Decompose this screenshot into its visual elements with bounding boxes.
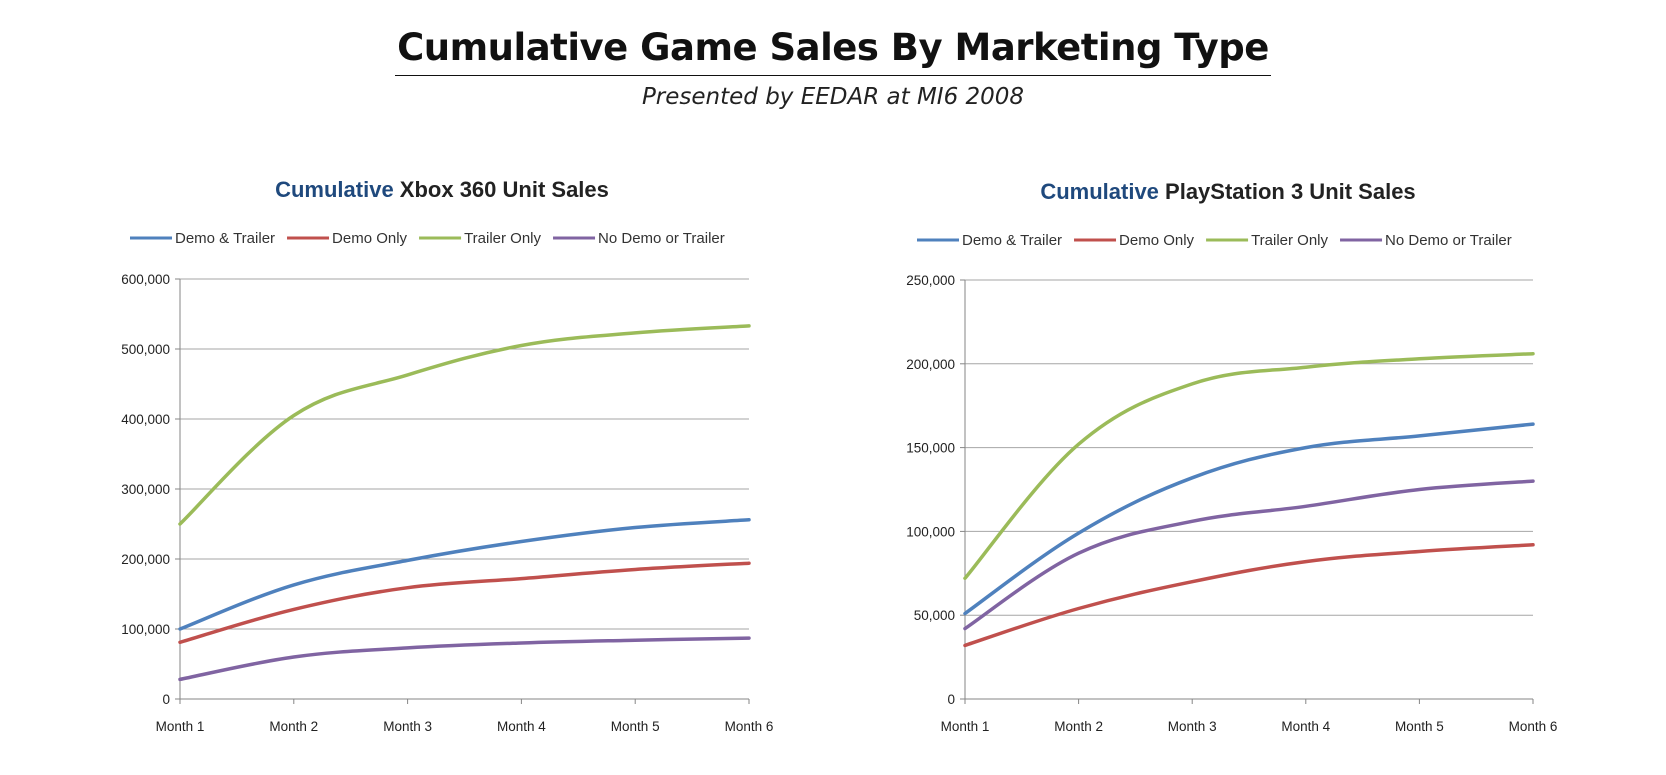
page-subtitle: Presented by EEDAR at MI6 2008 [641, 84, 1025, 110]
xbox-y-tick-label: 0 [162, 692, 170, 707]
xbox-legend-label-no-demo-or-trailer: No Demo or Trailer [598, 230, 725, 247]
ps3-y-tick-label: 200,000 [906, 357, 955, 372]
xbox-x-tick-label: Month 6 [725, 719, 774, 734]
xbox-y-tick-label: 200,000 [121, 552, 170, 567]
ps3-x-tick-label: Month 6 [1509, 719, 1558, 734]
xbox-chart-title-rest: Xbox 360 Unit Sales [394, 177, 609, 202]
ps3-legend-label-demo-only: Demo Only [1119, 232, 1195, 249]
xbox-y-tick-label: 100,000 [121, 622, 170, 637]
ps3-series-line-demo-only [963, 543, 1535, 648]
ps3-x-tick-label: Month 2 [1054, 719, 1103, 734]
xbox-legend-label-trailer-only: Trailer Only [464, 230, 541, 247]
ps3-legend-label-demo-and-trailer: Demo & Trailer [962, 232, 1062, 249]
ps3-chart-title: Cumulative PlayStation 3 Unit Sales [1040, 179, 1415, 204]
ps3-y-tick-label: 100,000 [906, 524, 955, 539]
ps3-x-tick-label: Month 4 [1281, 719, 1330, 734]
ps3-y-tick-label: 250,000 [906, 273, 955, 288]
xbox-y-tick-label: 400,000 [121, 412, 170, 427]
xbox-x-tick-label: Month 3 [383, 719, 432, 734]
xbox-x-tick-label: Month 2 [269, 719, 318, 734]
xbox-y-tick-label: 500,000 [121, 342, 170, 357]
ps3-y-tick-label: 0 [947, 692, 955, 707]
xbox-legend-label-demo-and-trailer: Demo & Trailer [175, 230, 275, 247]
page-title: Cumulative Game Sales By Marketing Type [395, 26, 1271, 76]
ps3-series-line-demo-and-trailer [963, 422, 1535, 616]
ps3-sales-chart: Cumulative PlayStation 3 Unit Sales Demo … [906, 179, 1558, 734]
ps3-chart-title-prefix: Cumulative [1040, 179, 1159, 204]
xbox-x-tick-label: Month 1 [156, 719, 205, 734]
xbox-legend-label-demo-only: Demo Only [332, 230, 408, 247]
xbox360-sales-chart: Cumulative Xbox 360 Unit Sales Demo & Tra… [121, 177, 774, 734]
ps3-legend: Demo & Trailer Demo Only Trailer Only No De… [917, 232, 1512, 249]
xbox-series-line-trailer-only [178, 324, 751, 526]
ps3-legend-label-no-demo-or-trailer: No Demo or Trailer [1385, 232, 1512, 249]
xbox-legend: Demo & Trailer Demo Only Trailer Only No De… [130, 230, 725, 247]
xbox-x-tick-label: Month 4 [497, 719, 546, 734]
ps3-legend-label-trailer-only: Trailer Only [1251, 232, 1328, 249]
ps3-y-tick-label: 150,000 [906, 441, 955, 456]
xbox-chart-title-prefix: Cumulative [275, 177, 394, 202]
xbox-y-tick-label: 600,000 [121, 272, 170, 287]
ps3-x-tick-label: Month 5 [1395, 719, 1444, 734]
ps3-chart-title-rest: PlayStation 3 Unit Sales [1159, 179, 1416, 204]
ps3-series-line-no-demo-or-trailer [963, 479, 1535, 631]
ps3-series-line-trailer-only [963, 351, 1535, 581]
xbox-series-line-demo-and-trailer [178, 518, 751, 631]
xbox-chart-title: Cumulative Xbox 360 Unit Sales [275, 177, 609, 202]
ps3-x-tick-label: Month 3 [1168, 719, 1217, 734]
page-header: Cumulative Game Sales By Marketing Type … [0, 0, 1666, 110]
ps3-x-tick-label: Month 1 [941, 719, 990, 734]
xbox-x-tick-label: Month 5 [611, 719, 660, 734]
ps3-y-tick-label: 50,000 [914, 608, 955, 623]
xbox-series-line-demo-only [178, 561, 751, 645]
xbox-y-tick-label: 300,000 [121, 482, 170, 497]
xbox-series-line-no-demo-or-trailer [178, 636, 751, 682]
